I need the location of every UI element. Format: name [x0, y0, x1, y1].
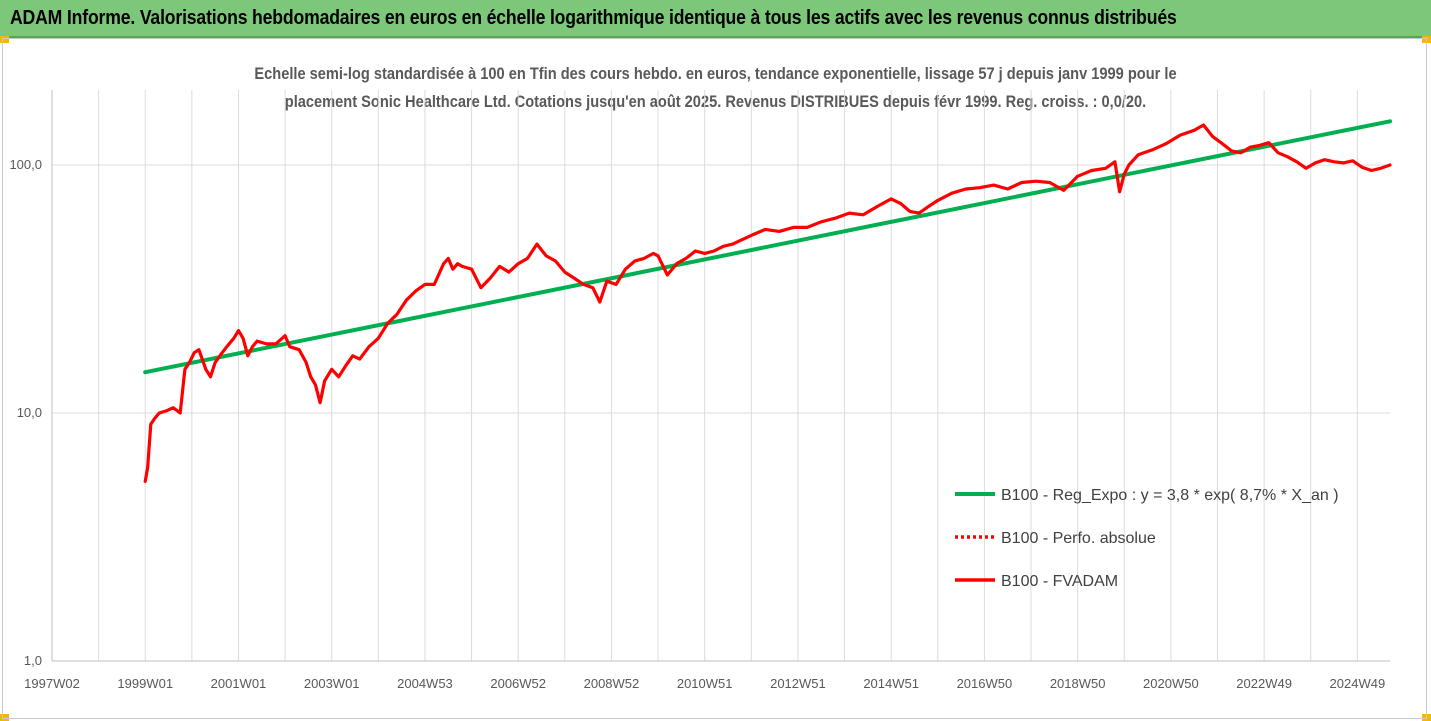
chart-legend: B100 - Reg_Expo : y = 3,8 * exp( 8,7% * …: [955, 487, 1339, 590]
y-tick-label: 10,0: [17, 405, 42, 420]
x-tick-label: 2006W52: [490, 676, 546, 691]
series-line-fvadam: [143, 123, 1392, 483]
chart-title-line-2: placement Sonic Healthcare Ltd. Cotation…: [284, 92, 1147, 111]
chart-gridlines: [51, 90, 1390, 662]
report-title: ADAM Informe. Valorisations hebdomadaire…: [10, 6, 1177, 29]
x-tick-label: 2008W52: [584, 676, 640, 691]
y-tick-label: 1,0: [24, 653, 42, 668]
x-tick-label: 2012W51: [770, 676, 826, 691]
x-tick-label: 1999W01: [117, 676, 173, 691]
x-tick-label: 2018W50: [1050, 676, 1106, 691]
x-tick-label: 2022W49: [1236, 676, 1292, 691]
x-tick-label: 2016W50: [957, 676, 1013, 691]
x-tick-label: 2014W51: [863, 676, 919, 691]
chart-series: [143, 119, 1392, 483]
report-header-bar: ADAM Informe. Valorisations hebdomadaire…: [0, 0, 1431, 38]
corner-marker-bottom-left: [0, 714, 9, 721]
x-tick-label: 2004W53: [397, 676, 453, 691]
x-tick-label: 2003W01: [304, 676, 360, 691]
chart-frame: [2, 38, 1427, 719]
corner-marker-top-left: [0, 36, 9, 43]
chart-axes: 1,0 10,0 100,0 1997W02 1999W01 2001W01 2003W01…: [9, 90, 1390, 691]
series-line-regression: [143, 119, 1392, 375]
legend-item-perfo-absolue: B100 - Perfo. absolue: [1001, 530, 1156, 547]
x-tick-label: 2001W01: [211, 676, 267, 691]
y-tick-label: 100,0: [9, 157, 42, 172]
chart-title-line-1: Echelle semi-log standardisée à 100 en T…: [254, 64, 1177, 83]
x-tick-label: 1997W02: [24, 676, 80, 691]
x-tick-label: 2024W49: [1330, 676, 1386, 691]
legend-item-fvadam: B100 - FVADAM: [1001, 573, 1118, 590]
x-tick-label: 2010W51: [677, 676, 733, 691]
x-tick-label: 2020W50: [1143, 676, 1199, 691]
legend-item-regression: B100 - Reg_Expo : y = 3,8 * exp( 8,7% * …: [1001, 487, 1339, 504]
